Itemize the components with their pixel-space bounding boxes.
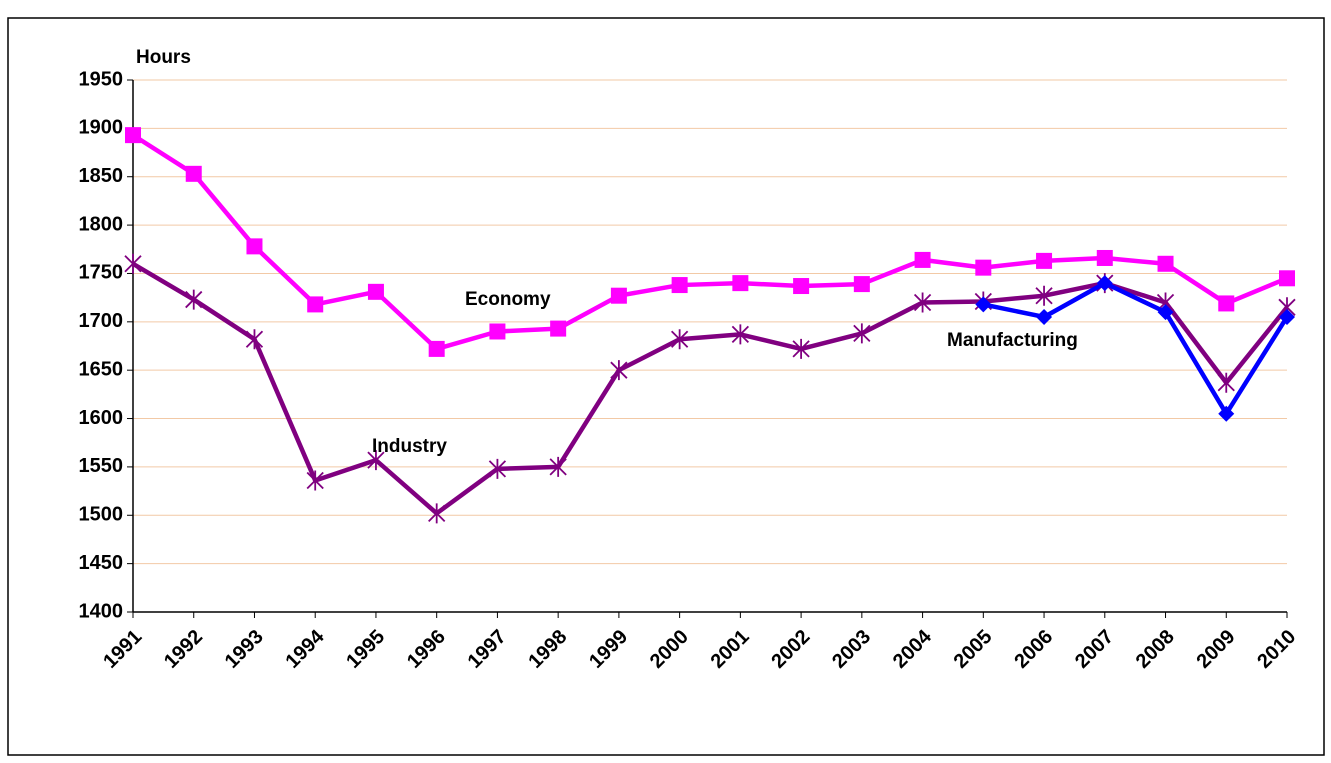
y-tick-label: 1900: [79, 117, 124, 139]
series-line: [982, 280, 1289, 416]
y-tick-label: 1400: [79, 600, 124, 622]
y-tick-label: 1650: [79, 358, 124, 380]
marker: [731, 324, 750, 345]
marker: [670, 329, 689, 350]
marker: [975, 259, 992, 276]
marker: [913, 292, 932, 313]
marker: [1035, 285, 1053, 306]
y-tick-label: 1700: [79, 310, 124, 332]
y-tick-label: 1750: [79, 262, 124, 284]
marker: [307, 296, 324, 313]
marker: [793, 278, 810, 295]
marker: [610, 360, 628, 381]
marker: [1157, 304, 1174, 321]
marker: [1036, 252, 1053, 269]
marker: [1096, 275, 1113, 292]
marker: [1279, 308, 1295, 325]
marker: [1218, 295, 1235, 312]
series-annotation: Economy: [465, 289, 551, 310]
marker: [610, 287, 627, 304]
marker: [550, 320, 567, 337]
marker: [125, 127, 141, 144]
y-tick-label: 1600: [79, 407, 124, 429]
marker: [1218, 405, 1235, 422]
marker: [1096, 249, 1113, 266]
marker: [1279, 270, 1295, 287]
y-tick-label: 1950: [79, 68, 124, 90]
y-tick-label: 1850: [79, 165, 124, 187]
marker: [185, 165, 202, 182]
series-annotation: Manufacturing: [947, 330, 1078, 351]
marker: [853, 323, 871, 344]
y-tick-label: 1500: [79, 504, 124, 526]
series-line: [131, 261, 1289, 516]
y-tick-label: 1550: [79, 455, 124, 477]
marker: [428, 503, 446, 524]
marker: [246, 238, 263, 255]
marker: [489, 323, 506, 340]
marker: [549, 456, 567, 477]
marker: [367, 450, 385, 471]
marker: [185, 289, 203, 310]
series-line: [131, 133, 1288, 352]
y-tick-label: 1450: [79, 552, 124, 574]
y-axis-label: Hours: [136, 47, 191, 68]
marker: [853, 276, 870, 293]
marker: [1157, 255, 1174, 272]
marker: [914, 251, 931, 268]
marker: [975, 296, 992, 313]
marker: [306, 470, 324, 491]
marker: [792, 338, 810, 359]
y-tick-label: 1800: [79, 213, 124, 235]
marker: [124, 253, 142, 274]
marker: [1217, 372, 1235, 393]
marker: [1036, 308, 1053, 325]
marker: [732, 275, 749, 292]
marker: [428, 340, 445, 357]
marker: [671, 277, 688, 294]
chart-frame: [7, 17, 1325, 756]
marker: [488, 458, 507, 479]
marker: [245, 329, 264, 350]
marker: [367, 283, 384, 300]
series-annotation: Industry: [372, 436, 447, 457]
